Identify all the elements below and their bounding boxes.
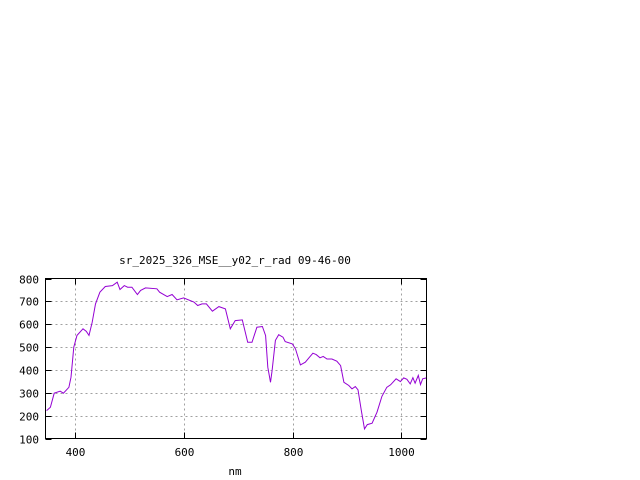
grid [45,278,427,439]
x-tick-label: 600 [175,446,195,459]
y-tick-label: 400 [19,365,39,378]
x-tick-label: 400 [66,446,86,459]
x-tick-label: 1000 [388,446,415,459]
y-tick-label: 600 [19,319,39,332]
chart-title: sr_2025_326_MSE__y02_r_rad 09-46-00 [119,254,351,267]
y-tick-label: 800 [19,274,39,287]
x-tick-label: 800 [284,446,304,459]
plot-frame [45,278,427,439]
y-tick-label: 500 [19,342,39,355]
ticks: 100 200 300 400 500 600 700 800 400 600 800 1000 [19,274,427,459]
x-axis-label: nm [228,465,242,478]
series-line [46,281,427,431]
y-tick-label: 700 [19,296,39,309]
y-tick-label: 200 [19,411,39,424]
y-tick-label: 300 [19,388,39,401]
y-tick-label: 100 [19,434,39,447]
